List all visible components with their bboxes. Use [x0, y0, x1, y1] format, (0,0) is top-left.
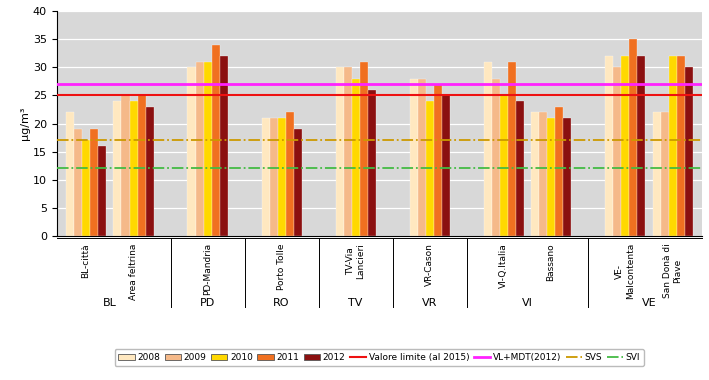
Bar — [547, 118, 555, 236]
Bar — [410, 79, 418, 236]
Bar — [145, 107, 154, 236]
Bar — [515, 101, 524, 236]
Bar — [220, 56, 228, 236]
Text: TV: TV — [348, 298, 363, 309]
Bar — [196, 62, 203, 236]
Text: PD: PD — [200, 298, 215, 309]
Bar — [539, 112, 547, 236]
Bar — [294, 129, 301, 236]
Bar — [211, 45, 220, 236]
Bar — [203, 62, 211, 236]
Bar — [685, 68, 693, 236]
Bar — [367, 90, 376, 236]
Bar — [661, 112, 669, 236]
Bar — [613, 68, 621, 236]
Bar — [286, 112, 294, 236]
Bar — [277, 118, 286, 236]
Bar — [269, 118, 277, 236]
Text: VR: VR — [422, 298, 437, 309]
Bar — [629, 40, 637, 236]
Bar — [500, 95, 508, 236]
Bar — [621, 56, 629, 236]
Bar — [652, 112, 661, 236]
Bar — [359, 62, 367, 236]
Bar — [138, 95, 145, 236]
Bar — [130, 101, 138, 236]
Legend: 2008, 2009, 2010, 2011, 2012, Valore limite (al 2015), VL+MDT(2012), SVS, SVI: 2008, 2009, 2010, 2011, 2012, Valore lim… — [115, 349, 644, 366]
Bar — [555, 107, 563, 236]
Bar — [113, 101, 121, 236]
Text: BL: BL — [103, 298, 117, 309]
Bar — [531, 112, 539, 236]
Text: VI: VI — [522, 298, 532, 309]
Bar — [352, 79, 359, 236]
Bar — [425, 101, 434, 236]
Bar — [669, 56, 676, 236]
Bar — [605, 56, 613, 236]
Bar — [66, 112, 74, 236]
Bar — [637, 56, 645, 236]
Bar — [418, 79, 425, 236]
Bar — [187, 68, 196, 236]
Bar — [508, 62, 515, 236]
Bar — [344, 68, 352, 236]
Bar — [335, 68, 344, 236]
Y-axis label: µg/m³: µg/m³ — [20, 107, 30, 140]
Bar — [491, 79, 500, 236]
Bar — [74, 129, 82, 236]
Bar — [98, 146, 106, 236]
Bar — [442, 95, 450, 236]
Bar — [563, 118, 571, 236]
Text: VE: VE — [642, 298, 656, 309]
Bar — [262, 118, 269, 236]
Bar — [121, 95, 130, 236]
Bar — [82, 140, 90, 236]
Bar — [434, 84, 442, 236]
Bar — [484, 62, 491, 236]
Text: RO: RO — [273, 298, 290, 309]
Bar — [676, 56, 685, 236]
Bar — [90, 129, 98, 236]
